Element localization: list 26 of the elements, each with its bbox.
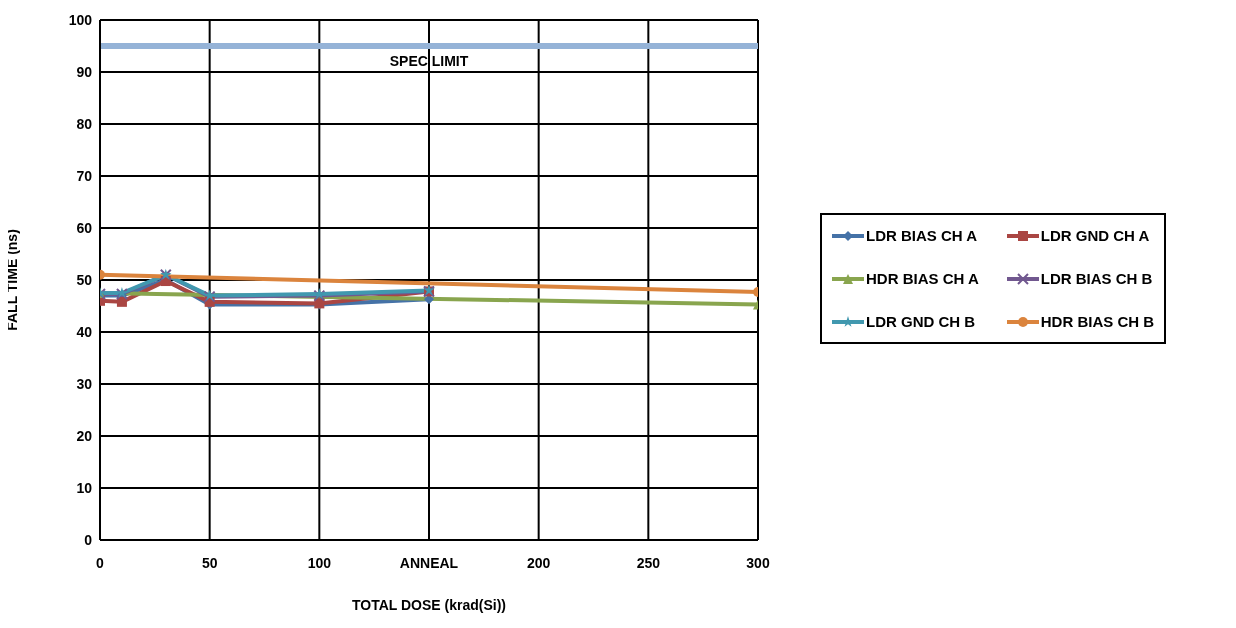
x-tick-label: 300 bbox=[746, 554, 770, 571]
y-tick-label: 60 bbox=[76, 219, 93, 236]
y-tick-label: 0 bbox=[84, 531, 93, 548]
y-tick-label: 40 bbox=[76, 323, 93, 340]
legend-label: LDR GND CH A bbox=[1040, 227, 1150, 244]
x-tick-label: 0 bbox=[96, 554, 105, 571]
y-tick-label: 10 bbox=[76, 479, 93, 496]
y-tick-label: 70 bbox=[76, 167, 93, 184]
x-tick-label: 100 bbox=[307, 554, 332, 571]
y-tick-label: 50 bbox=[76, 271, 93, 288]
x-tick-label: 250 bbox=[636, 554, 661, 571]
legend-label: HDR BIAS CH A bbox=[866, 270, 979, 287]
y-tick-label: 100 bbox=[68, 11, 93, 28]
x-tick-label: ANNEAL bbox=[399, 554, 459, 571]
legend-label: HDR BIAS CH B bbox=[1040, 313, 1155, 330]
legend-label: LDR BIAS CH A bbox=[866, 227, 978, 244]
y-tick-label: 80 bbox=[76, 115, 93, 132]
x-tick-label: 50 bbox=[201, 554, 218, 571]
ref-line-label: SPEC LIMIT bbox=[389, 52, 469, 69]
y-tick-label: 90 bbox=[76, 63, 93, 80]
x-tick-label: 200 bbox=[526, 554, 551, 571]
y-tick-label: 20 bbox=[76, 427, 93, 444]
legend-label: LDR GND CH B bbox=[866, 313, 976, 330]
legend-label: LDR BIAS CH B bbox=[1040, 270, 1153, 287]
y-tick-label: 30 bbox=[76, 375, 93, 392]
x-axis-title: TOTAL DOSE (krad(Si)) bbox=[351, 597, 507, 613]
